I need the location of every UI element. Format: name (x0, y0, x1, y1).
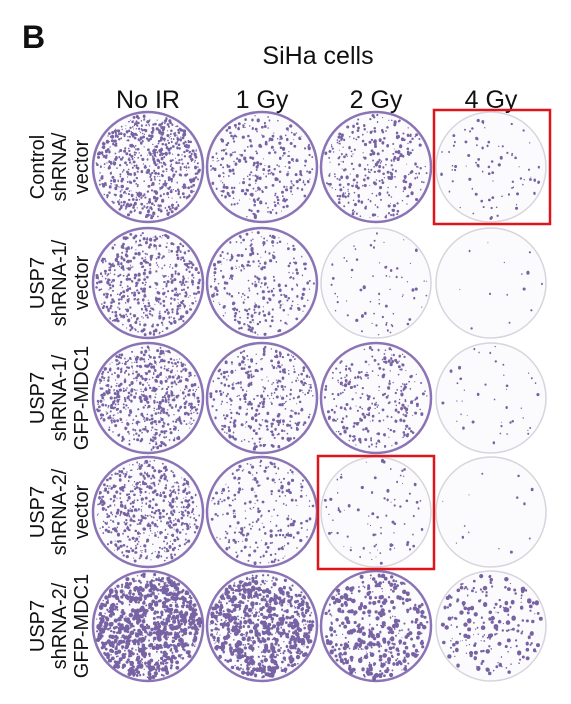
row-label: shRNA-2/ (49, 468, 71, 555)
column-header: 1 Gy (236, 86, 289, 114)
colonies (440, 118, 541, 221)
plate (435, 570, 547, 682)
plate (435, 111, 547, 223)
plate (205, 110, 319, 224)
plate (435, 456, 547, 568)
plate (320, 227, 432, 339)
plate (205, 455, 319, 569)
row-label: vector (71, 255, 93, 310)
colonies (95, 572, 203, 681)
colonies (209, 115, 314, 220)
row-label: USP7 (27, 257, 49, 309)
colonies (209, 345, 314, 451)
highlight-box (432, 108, 552, 226)
plate (319, 341, 433, 455)
row-label: shRNA-1/ (49, 354, 71, 441)
row-label: Control (27, 135, 49, 199)
row-label: shRNA-1/ (49, 239, 71, 326)
plate (435, 342, 547, 454)
plate (435, 227, 547, 339)
figure-title: SiHa cells (262, 42, 373, 70)
plate (91, 455, 205, 569)
column-header: 2 Gy (350, 86, 403, 114)
plate (319, 569, 433, 683)
row-label: USP7 (27, 372, 49, 424)
plate (319, 110, 433, 224)
row-label: shRNA/ (49, 132, 71, 201)
row-label: vector (71, 484, 93, 539)
colonies (209, 574, 315, 679)
colonies (324, 113, 428, 219)
row-label: USP7 (27, 486, 49, 538)
colonies (96, 345, 201, 451)
plate (320, 456, 432, 568)
row-label: GFP-MDC1 (71, 346, 93, 450)
colonies (95, 114, 201, 220)
colonies (96, 459, 200, 563)
row-label: shRNA-2/ (49, 582, 71, 669)
row-label: USP7 (27, 600, 49, 652)
colonies (209, 231, 315, 336)
row-label: vector (71, 139, 93, 194)
plate (91, 226, 205, 340)
column-header: No IR (116, 86, 180, 114)
colonies (324, 573, 429, 681)
panel-label: B (22, 19, 45, 55)
row-label: GFP-MDC1 (71, 574, 93, 678)
highlight-box (316, 454, 436, 571)
colonies (95, 232, 201, 337)
